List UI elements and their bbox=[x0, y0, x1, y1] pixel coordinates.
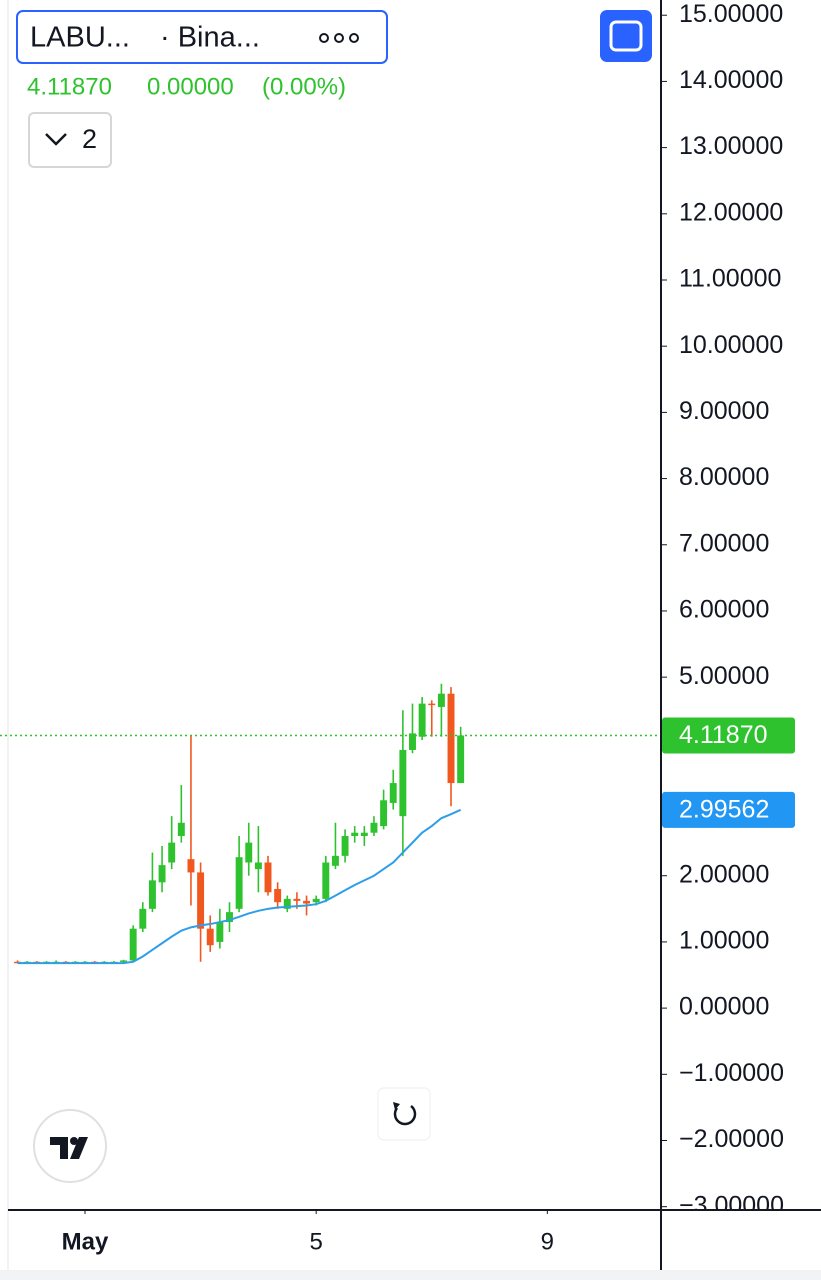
chevron bbox=[45, 133, 67, 146]
y-tick-label: 6.00000 bbox=[679, 596, 769, 624]
candle-body bbox=[197, 872, 205, 929]
candle-body bbox=[428, 703, 436, 706]
candle-body bbox=[158, 865, 166, 883]
x-tick-label: May bbox=[62, 1228, 109, 1255]
y-tick-label: −3.00000 bbox=[679, 1191, 784, 1219]
bottom-strip bbox=[0, 1270, 821, 1280]
price: 4.11870 bbox=[27, 73, 112, 100]
candle-body bbox=[331, 855, 339, 866]
plot-area bbox=[0, 683, 661, 965]
y-axis: −3.00000 −2.00000 −1.00000 0.00000 1.00000 2.… bbox=[661, 0, 784, 1219]
exchange: · Bina... bbox=[160, 22, 260, 54]
y-tick-label: 10.00000 bbox=[679, 331, 783, 359]
candle-body bbox=[187, 859, 195, 873]
candle-body bbox=[129, 928, 137, 961]
candle-body bbox=[389, 783, 397, 803]
price-label: 2.99562 bbox=[679, 795, 769, 823]
candle-body bbox=[206, 928, 214, 946]
price-label: 4.11870 bbox=[679, 721, 768, 749]
change: 0.00000 bbox=[147, 73, 234, 100]
y-tick-label: 1.00000 bbox=[679, 927, 769, 955]
candle-body bbox=[457, 735, 465, 784]
candle-body bbox=[370, 822, 378, 833]
x-tick-label: 9 bbox=[541, 1228, 554, 1255]
candle-body bbox=[303, 900, 311, 904]
x-tick-label: 5 bbox=[309, 1228, 322, 1255]
candle-body bbox=[399, 749, 407, 817]
y-tick-label: −2.00000 bbox=[679, 1125, 784, 1153]
candle-body bbox=[168, 842, 176, 863]
y-tick-label: 5.00000 bbox=[679, 662, 769, 690]
y-tick-label: 11.00000 bbox=[679, 265, 781, 293]
reset-button[interactable] bbox=[377, 1087, 431, 1141]
y-tick-label: −1.00000 bbox=[679, 1059, 784, 1087]
price-label-box bbox=[662, 791, 795, 828]
indicator-count: 2 bbox=[82, 124, 97, 154]
y-tick-label: 9.00000 bbox=[679, 397, 769, 425]
candle-body bbox=[293, 898, 301, 901]
y-tick-label: 8.00000 bbox=[679, 463, 769, 491]
candle-body bbox=[418, 703, 426, 737]
candle-body bbox=[254, 862, 262, 870]
candle-body bbox=[274, 888, 282, 903]
y-tick-label: 2.00000 bbox=[679, 860, 769, 888]
price-label-box bbox=[662, 717, 795, 754]
candle-body bbox=[341, 836, 349, 856]
fullscreen-icon bbox=[609, 20, 643, 52]
symbol-box[interactable] bbox=[16, 10, 388, 64]
candle-body bbox=[283, 898, 291, 909]
candle-body bbox=[351, 832, 359, 837]
candle-body bbox=[235, 857, 243, 909]
reset-icon bbox=[393, 1105, 417, 1126]
y-tick-label: 12.00000 bbox=[679, 198, 783, 226]
reset-arrow bbox=[393, 1102, 400, 1110]
candle-body bbox=[139, 908, 147, 929]
candle-body bbox=[264, 862, 272, 893]
moving-average bbox=[17, 808, 462, 965]
candle-body bbox=[177, 822, 185, 837]
candle-body bbox=[360, 832, 368, 837]
y-tick-label: 13.00000 bbox=[679, 132, 783, 160]
change-pct: (0.00%) bbox=[262, 73, 346, 100]
candle-body bbox=[437, 693, 445, 707]
candle-body bbox=[447, 693, 455, 784]
candle-body bbox=[409, 733, 416, 750]
candle-body bbox=[380, 800, 388, 827]
logo-mark bbox=[50, 1137, 88, 1159]
y-tick-label: 0.00000 bbox=[679, 993, 769, 1021]
y-tick-label: 14.00000 bbox=[679, 66, 783, 94]
indicator-button[interactable] bbox=[28, 112, 112, 168]
candle-body bbox=[322, 862, 330, 899]
candle-body bbox=[226, 912, 233, 923]
candle-body bbox=[245, 842, 253, 863]
candle-body bbox=[148, 880, 156, 909]
candle-body bbox=[216, 922, 224, 942]
candle-body bbox=[312, 898, 320, 903]
fullscreen-button[interactable] bbox=[600, 10, 652, 62]
candle-body bbox=[120, 960, 127, 962]
logo-dot bbox=[70, 1137, 78, 1145]
symbol: LABU... bbox=[30, 22, 130, 54]
y-tick-label: 15.00000 bbox=[679, 0, 783, 28]
y-tick-label: 7.00000 bbox=[679, 529, 769, 557]
more-icon[interactable] bbox=[319, 33, 359, 43]
logo[interactable] bbox=[33, 1109, 107, 1183]
